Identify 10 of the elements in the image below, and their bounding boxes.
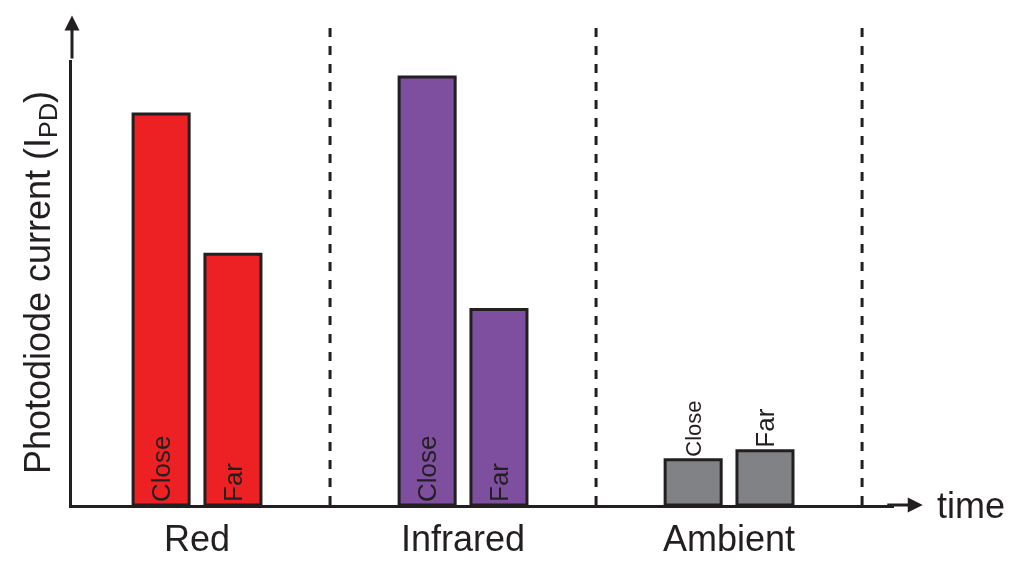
series-label: Far: [217, 462, 248, 502]
series-label: Close: [146, 435, 177, 502]
x-axis-title: time: [937, 485, 1006, 526]
x-tick-label: Infrared: [401, 518, 526, 560]
x-tick-label: Red: [164, 518, 231, 560]
text: Far: [483, 463, 514, 502]
text: Far: [749, 408, 780, 448]
text: Close: [412, 435, 443, 502]
text: Close: [680, 400, 706, 457]
x-tick-label: Ambient: [663, 518, 796, 560]
